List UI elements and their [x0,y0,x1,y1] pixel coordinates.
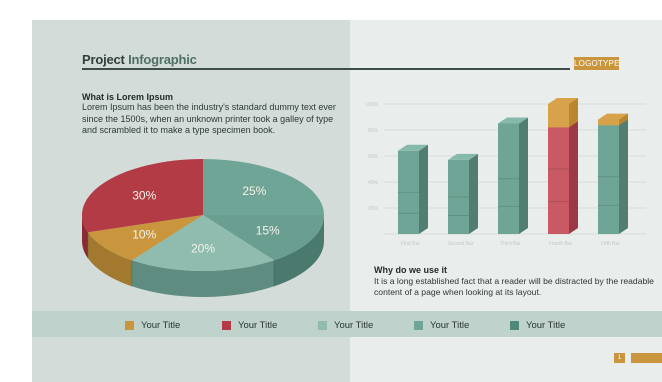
legend-label: Your Title [141,319,181,331]
bar-cap [548,104,569,128]
header: Project Infographic [82,52,617,72]
pie-slice [81,159,203,233]
title-plain: Project [82,52,125,67]
pie-sides [82,215,324,298]
pie-slice [87,215,203,261]
pie-slice [203,215,324,261]
bar [598,113,628,234]
bar-front [598,119,619,234]
pie-slice [203,159,324,215]
pie-slice-label: 30% [132,188,156,202]
logotype-badge: LOGOTYPE [574,57,620,70]
legend-label: Your Title [238,319,278,331]
bar-cap-side [619,113,628,126]
bar-top [498,117,528,124]
title-accent: Infographic [128,52,197,67]
legend-item: Your Title [125,319,180,331]
page-number: 1 [614,353,625,363]
pie-chart: 25% 15% 20% 10% 30% [81,159,324,298]
bar-top [598,113,628,120]
legend-item: Your Title [222,319,277,331]
bar-top [548,98,578,104]
pie-slice-side [82,215,88,259]
page-title: Project Infographic [82,52,197,67]
page-strip [631,353,662,363]
outro-body: It is a long established fact that a rea… [374,276,654,297]
bar-category-label: Fourth Bar [549,241,573,247]
intro-heading: What is Lorem Ipsum [82,92,174,102]
bar-category-label: First Bar [401,241,420,247]
pie-slice-side [131,260,275,298]
legend-item: Your Title [510,319,565,331]
bar-side [469,153,478,234]
bar-front [398,150,419,234]
legend-swatch [318,320,327,330]
pie-slice-side [87,232,132,287]
pie-slice [131,215,275,271]
pie-slice-label: 10% [132,228,156,242]
title-underline [82,68,570,70]
bar-category-label: Third Bar [500,241,521,247]
bar-top [398,144,428,151]
bar-category-label: Fifth Bar [601,241,620,247]
intro-body: Lorem Ipsum has been the industry's stan… [82,102,336,135]
bar-front [498,123,519,234]
legend-label: Your Title [334,319,374,331]
legend-swatch [510,320,519,330]
bar-top [448,153,478,160]
bar-cap [598,119,619,126]
bar-cap-side [569,98,578,128]
legend-label: Your Title [430,319,470,331]
bar [548,98,578,234]
legend-item: Your Title [318,319,373,331]
bar-ytick-label: 100% [365,102,378,108]
bar [498,117,528,234]
legend-item: Your Title [414,319,469,331]
bar-category-label: Second Bar [447,241,473,247]
pie-slice-label: 15% [256,223,280,237]
slide: Project Infographic LOGOTYPE What is Lor… [32,20,662,382]
legend-swatch [222,320,231,330]
bar-ytick-label: 80% [368,128,379,134]
bar-side [619,113,628,234]
bar-side [419,144,428,234]
pie-slice-label: 25% [242,184,266,198]
legend-swatch [414,320,423,330]
outro-heading: Why do we use it [374,265,448,275]
bar [448,153,478,234]
pie-slice-side [274,215,324,287]
legend-label: Your Title [526,319,566,331]
bar [398,144,428,234]
pie-slice-label: 20% [191,242,215,256]
bar-side [519,117,528,234]
bar-front [548,104,569,234]
bar-ytick-label: 60% [368,154,379,160]
bar-ytick-label: 20% [368,206,379,212]
pie-tops: 25% 15% 20% 10% 30% [81,159,324,271]
legend-swatch [125,320,134,330]
bar-chart: 20% 40% 60% 80% 100% First Bar Second Bar Third… [365,98,646,247]
bars [398,98,628,234]
bar-ytick-label: 40% [368,180,379,186]
bar-side [569,98,578,234]
legend: Your Title Your Title Your Title Your Ti… [32,311,662,337]
bar-front [448,159,469,234]
